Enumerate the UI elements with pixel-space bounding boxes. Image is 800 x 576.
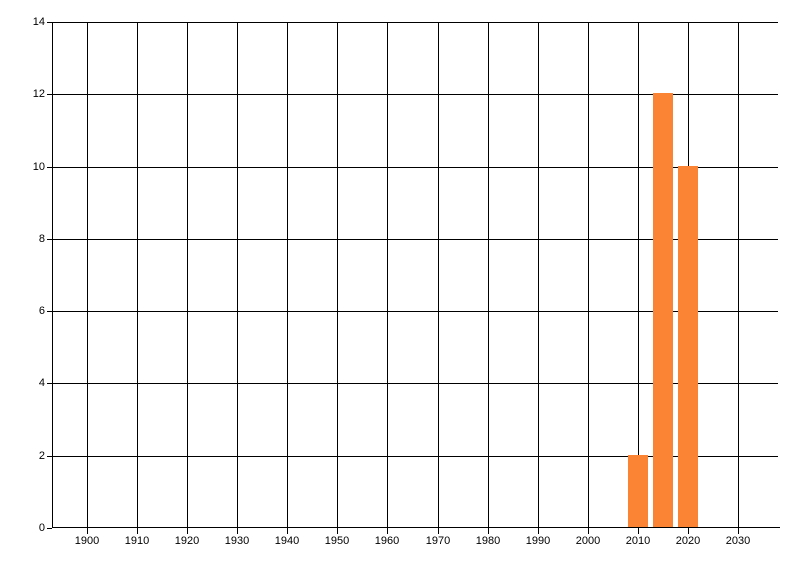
y-axis-labels: 0 2 4 6 8 10 12 14: [0, 17, 45, 534]
x-tick-mark: [488, 528, 489, 534]
y-tick-label: 10: [32, 161, 45, 173]
x-tick-label: 2020: [675, 535, 701, 547]
x-tick-label: 1980: [475, 535, 501, 547]
y-tick-label: 6: [38, 305, 45, 317]
y-tick-mark: [47, 383, 52, 384]
gridline-horizontal: [52, 239, 778, 240]
gridline-vertical: [638, 22, 639, 528]
y-tick-label: 8: [38, 233, 45, 245]
x-tick-mark: [738, 528, 739, 534]
gridline-horizontal: [52, 167, 778, 168]
gridline-vertical: [287, 22, 288, 528]
y-tick-mark: [47, 528, 52, 529]
gridline-vertical: [237, 22, 238, 528]
y-tick-label: 12: [32, 88, 45, 100]
gridline-vertical: [588, 22, 589, 528]
plot-frame-top: [52, 22, 778, 23]
y-axis-line: [52, 22, 53, 528]
y-tick-label: 2: [38, 450, 45, 462]
bar[interactable]: [653, 93, 673, 527]
bar[interactable]: [678, 166, 698, 527]
plot-area: [47, 22, 780, 534]
gridline-vertical: [337, 22, 338, 528]
gridline-vertical: [87, 22, 88, 528]
gridline-horizontal: [52, 456, 778, 457]
gridline-vertical: [738, 22, 739, 528]
x-tick-mark: [538, 528, 539, 534]
y-tick-label: 4: [38, 377, 45, 389]
gridline-vertical: [387, 22, 388, 528]
x-tick-mark: [187, 528, 188, 534]
gridline-horizontal: [52, 311, 778, 312]
x-tick-mark: [688, 528, 689, 534]
x-tick-label: 1910: [124, 535, 150, 547]
x-tick-mark: [87, 528, 88, 534]
gridline-vertical: [137, 22, 138, 528]
x-axis-labels: 1900 1910 1920 1930 1940 1950 1960 1970 1980 1990…: [52, 536, 778, 556]
x-tick-mark: [438, 528, 439, 534]
x-tick-mark: [387, 528, 388, 534]
x-tick-mark: [287, 528, 288, 534]
x-tick-label: 1920: [174, 535, 200, 547]
x-tick-label: 1950: [324, 535, 350, 547]
x-tick-label: 2030: [725, 535, 751, 547]
x-tick-label: 1900: [74, 535, 100, 547]
gridline-vertical: [187, 22, 188, 528]
y-tick-label: 0: [38, 522, 45, 534]
y-tick-label: 14: [32, 16, 45, 28]
x-tick-label: 2000: [575, 535, 601, 547]
x-tick-label: 1990: [525, 535, 551, 547]
x-tick-label: 1960: [374, 535, 400, 547]
y-tick-mark: [47, 311, 52, 312]
x-tick-label: 1930: [224, 535, 250, 547]
x-tick-label: 1970: [425, 535, 451, 547]
x-tick-label: 2010: [625, 535, 651, 547]
x-tick-mark: [137, 528, 138, 534]
gridline-horizontal: [52, 383, 778, 384]
x-tick-mark: [237, 528, 238, 534]
bar[interactable]: [628, 455, 648, 527]
x-tick-label: 1940: [274, 535, 300, 547]
y-tick-mark: [47, 167, 52, 168]
x-tick-mark: [588, 528, 589, 534]
y-tick-mark: [47, 456, 52, 457]
gridline-horizontal: [52, 94, 778, 95]
x-tick-mark: [638, 528, 639, 534]
gridline-vertical: [538, 22, 539, 528]
gridline-vertical: [488, 22, 489, 528]
y-tick-mark: [47, 94, 52, 95]
x-axis-line: [52, 527, 780, 528]
x-tick-mark: [337, 528, 338, 534]
y-tick-mark: [47, 239, 52, 240]
y-tick-mark: [47, 22, 52, 23]
gridline-vertical: [438, 22, 439, 528]
